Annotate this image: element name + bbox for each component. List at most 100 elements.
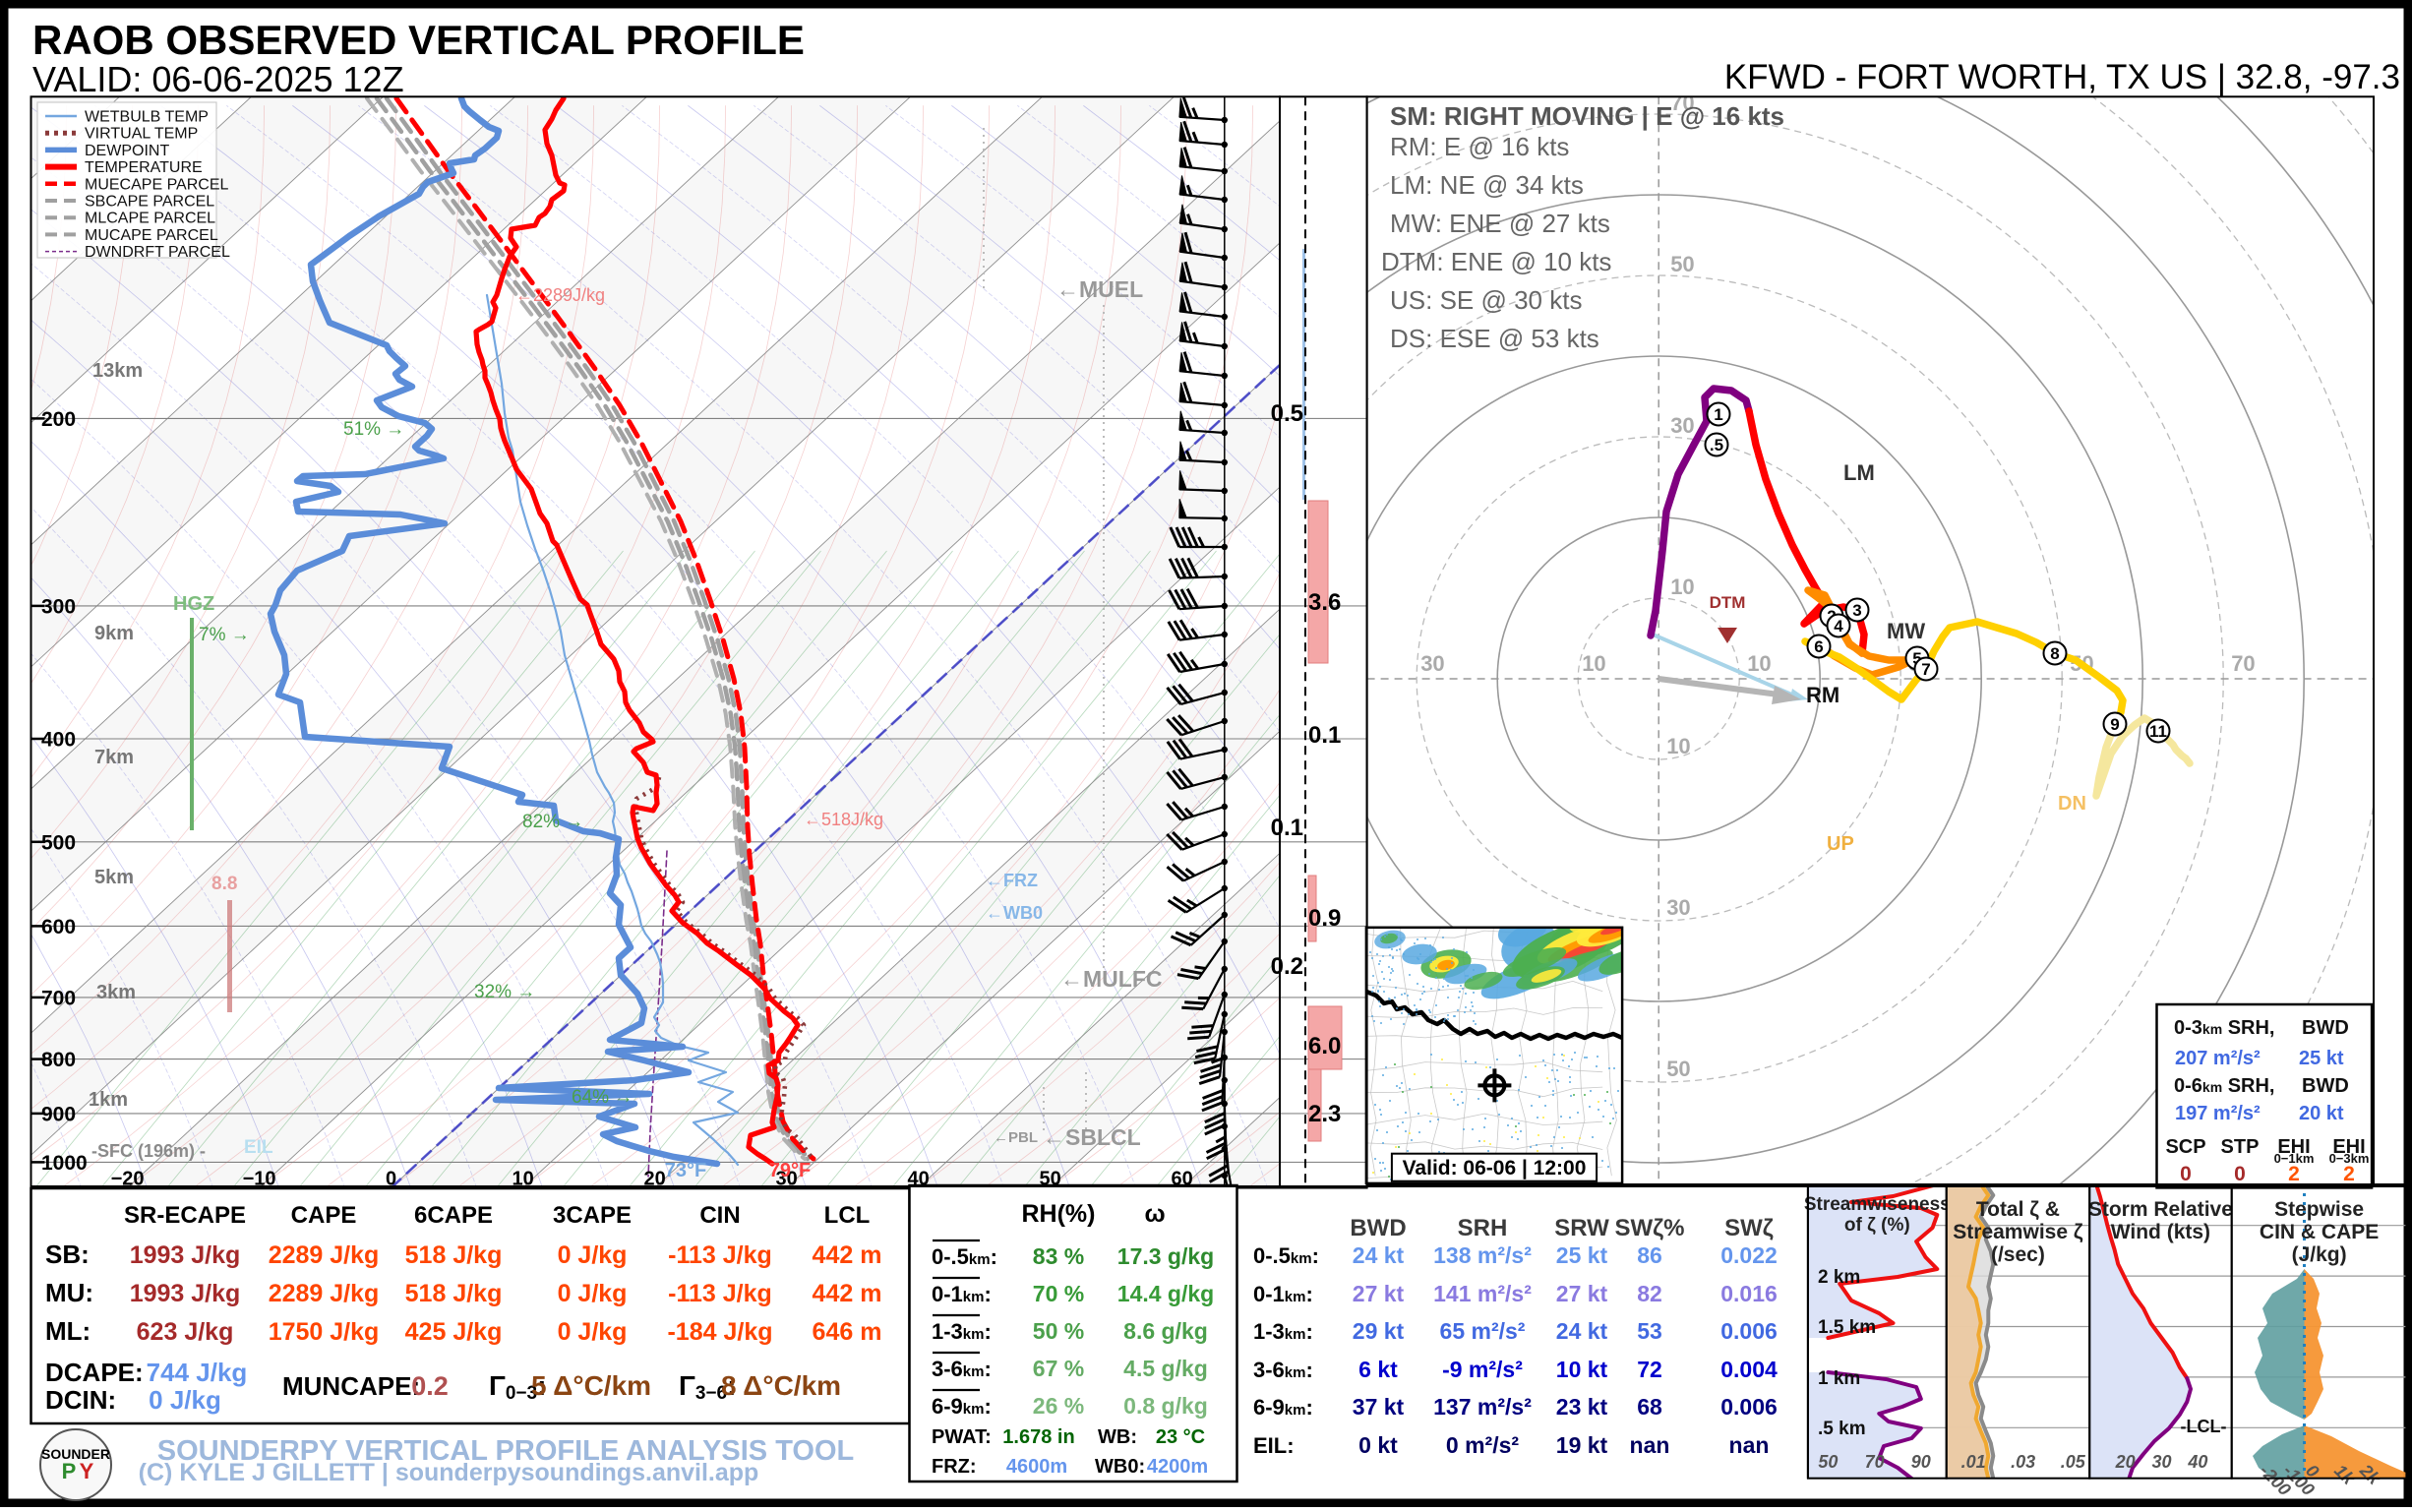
svg-text:23 kt: 23 kt [1556, 1394, 1608, 1420]
svg-text:646 m: 646 m [813, 1318, 882, 1346]
svg-text:STP: STP [2221, 1136, 2260, 1158]
svg-text:(/sec): (/sec) [1991, 1243, 2045, 1266]
svg-text:20: 20 [2115, 1452, 2136, 1472]
svg-text:SBCAPE PARCEL: SBCAPE PARCEL [85, 194, 214, 211]
svg-text:6CAPE: 6CAPE [414, 1202, 493, 1229]
svg-text:PWAT:: PWAT: [932, 1426, 992, 1448]
svg-text:29 kt: 29 kt [1353, 1318, 1405, 1344]
svg-text:10: 10 [1582, 651, 1605, 676]
svg-text:MU:: MU: [45, 1278, 93, 1307]
svg-text:CIN: CIN [699, 1202, 740, 1229]
svg-text:19 kt: 19 kt [1556, 1432, 1608, 1458]
svg-text:2: 2 [2343, 1163, 2355, 1185]
svg-text:50 %: 50 % [1033, 1318, 1084, 1344]
svg-text:70: 70 [1670, 91, 1694, 115]
svg-text:DWNDRFT PARCEL: DWNDRFT PARCEL [85, 244, 230, 261]
svg-text:623 J/kg: 623 J/kg [137, 1318, 234, 1346]
svg-text:73°F: 73°F [665, 1160, 706, 1181]
svg-text:14.4 g/kg: 14.4 g/kg [1117, 1281, 1214, 1306]
svg-text:EHI: EHI [2332, 1136, 2365, 1158]
svg-text:65 m²/s²: 65 m²/s² [1440, 1318, 1526, 1344]
svg-text:VALID: 06-06-2025 12Z: VALID: 06-06-2025 12Z [32, 59, 404, 99]
svg-text:UP: UP [1827, 833, 1854, 855]
svg-text:141 m²/s²: 141 m²/s² [1433, 1281, 1532, 1306]
svg-text:8.8: 8.8 [211, 874, 237, 894]
svg-text:BWD: BWD [2302, 1017, 2349, 1039]
svg-text:50: 50 [1666, 1057, 1690, 1081]
svg-text:4: 4 [1834, 617, 1843, 635]
svg-text:8: 8 [2050, 644, 2059, 663]
svg-text:3: 3 [1852, 601, 1861, 620]
svg-text:400: 400 [41, 729, 76, 752]
svg-text:5: 5 [1912, 649, 1921, 668]
svg-text:SOUNDER: SOUNDER [41, 1446, 110, 1462]
svg-text:0.006: 0.006 [1720, 1394, 1778, 1420]
svg-text:3CAPE: 3CAPE [553, 1202, 632, 1229]
svg-text:26 %: 26 % [1033, 1393, 1084, 1419]
svg-text:1: 1 [1714, 405, 1722, 424]
svg-text:10: 10 [1747, 651, 1771, 676]
svg-text:Streamwiseness: Streamwiseness [1804, 1194, 1951, 1215]
svg-text:LM: NE @ 34 kts: LM: NE @ 34 kts [1390, 170, 1584, 200]
svg-text:Stepwise: Stepwise [2274, 1198, 2364, 1221]
svg-text:−10: −10 [243, 1169, 276, 1190]
svg-text:197 m²/s²: 197 m²/s² [2175, 1103, 2261, 1124]
svg-text:nan: nan [1729, 1432, 1770, 1458]
svg-text:50: 50 [1818, 1452, 1838, 1472]
svg-text:9: 9 [2110, 715, 2119, 734]
svg-text:70: 70 [2231, 651, 2255, 676]
svg-text:BWD: BWD [2302, 1075, 2349, 1097]
svg-text:DEWPOINT: DEWPOINT [85, 143, 169, 159]
svg-text:2289 J/kg: 2289 J/kg [269, 1241, 380, 1269]
svg-text:Y: Y [80, 1459, 94, 1483]
svg-text:51% →: 51% → [343, 419, 404, 440]
svg-text:-184 J/kg: -184 J/kg [667, 1318, 772, 1346]
svg-text:SWζ: SWζ [1724, 1215, 1774, 1241]
svg-text:442 m: 442 m [813, 1241, 882, 1269]
svg-text:MW: ENE @ 27 kts: MW: ENE @ 27 kts [1390, 209, 1610, 238]
svg-text:442 m: 442 m [813, 1280, 882, 1307]
svg-text:40: 40 [2187, 1452, 2207, 1472]
svg-text:1.678 in: 1.678 in [1002, 1426, 1074, 1448]
svg-text:0.016: 0.016 [1720, 1281, 1778, 1306]
svg-text:17.3 g/kg: 17.3 g/kg [1117, 1243, 1214, 1269]
svg-text:EHI: EHI [2277, 1136, 2310, 1158]
svg-text:FRZ:: FRZ: [932, 1456, 977, 1478]
svg-text:SOUNDERPY VERTICAL PROFILE ANA: SOUNDERPY VERTICAL PROFILE ANALYSIS TOOL [157, 1435, 854, 1467]
svg-text:8.6 g/kg: 8.6 g/kg [1123, 1318, 1208, 1344]
svg-text:0.2: 0.2 [1271, 953, 1303, 980]
svg-text:CIN & CAPE: CIN & CAPE [2260, 1221, 2379, 1243]
svg-text:6: 6 [1814, 637, 1823, 656]
svg-text:207 m²/s²: 207 m²/s² [2175, 1048, 2261, 1069]
svg-text:ω: ω [1144, 1200, 1165, 1228]
svg-text:DCIN:: DCIN: [45, 1385, 116, 1415]
svg-text:Valid: 06-06 | 12:00: Valid: 06-06 | 12:00 [1403, 1157, 1587, 1179]
svg-text:←2289J/kg: ←2289J/kg [515, 285, 605, 305]
svg-text:30: 30 [775, 1169, 797, 1190]
svg-text:WB:: WB: [1098, 1426, 1137, 1448]
svg-text:800: 800 [41, 1049, 76, 1071]
svg-text:0 J/kg: 0 J/kg [558, 1241, 628, 1269]
svg-text:←518J/kg: ←518J/kg [804, 810, 883, 829]
svg-text:0-.5km:: 0-.5km: [932, 1244, 997, 1269]
svg-text:6.0: 6.0 [1308, 1033, 1341, 1059]
svg-text:4200m: 4200m [1147, 1456, 1208, 1478]
svg-text:MUCAPE PARCEL: MUCAPE PARCEL [85, 227, 218, 244]
svg-text:←FRZ: ←FRZ [986, 871, 1038, 890]
svg-text:DTM: ENE @ 10 kts: DTM: ENE @ 10 kts [1381, 247, 1611, 276]
svg-text:23 °C: 23 °C [1156, 1426, 1205, 1448]
svg-text:0: 0 [2234, 1163, 2246, 1185]
svg-text:MUNCAPE:: MUNCAPE: [282, 1371, 420, 1401]
svg-text:27 kt: 27 kt [1353, 1281, 1405, 1306]
svg-text:DTM: DTM [1710, 593, 1746, 612]
svg-text:2 km: 2 km [1818, 1267, 1860, 1288]
svg-text:0.8 g/kg: 0.8 g/kg [1123, 1393, 1208, 1419]
svg-text:10: 10 [1670, 575, 1694, 599]
svg-text:1.5 km: 1.5 km [1818, 1317, 1876, 1338]
svg-text:6 kt: 6 kt [1358, 1357, 1398, 1382]
svg-text:5km: 5km [94, 867, 134, 888]
svg-text:Streamwise ζ: Streamwise ζ [1953, 1221, 2083, 1243]
svg-text:-113 J/kg: -113 J/kg [668, 1280, 772, 1307]
svg-text:Storm Relative: Storm Relative [2088, 1198, 2233, 1221]
svg-text:0.1: 0.1 [1271, 815, 1303, 841]
